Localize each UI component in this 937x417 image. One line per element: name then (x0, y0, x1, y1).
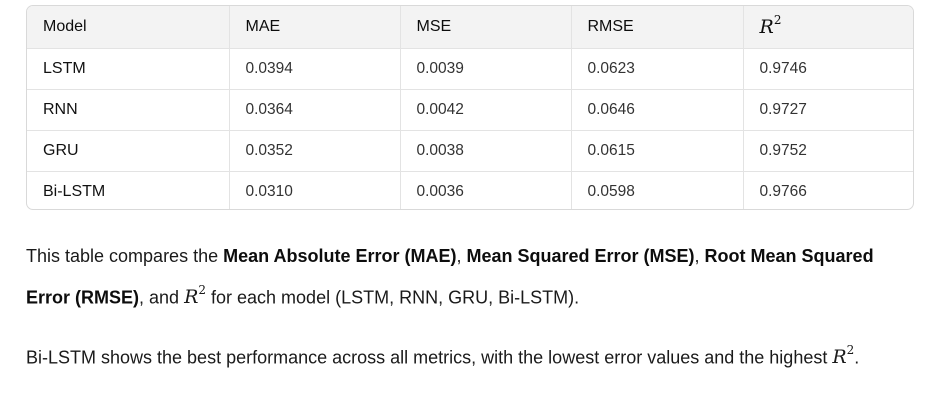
cell-rmse: 0.0623 (571, 48, 744, 90)
cell-mse: 0.0038 (400, 130, 572, 172)
cell-mae: 0.0364 (229, 89, 401, 131)
cell-mse: 0.0039 (400, 48, 572, 90)
header-rmse: RMSE (571, 6, 744, 49)
table-row: LSTM 0.0394 0.0039 0.0623 0.9746 (27, 48, 913, 90)
r2-symbol: R2 (759, 13, 782, 39)
summary-paragraph: This table compares the Mean Absolute Er… (26, 246, 874, 309)
metrics-table: Model MAE MSE RMSE R2 LSTM 0.0394 0.0039… (27, 6, 913, 209)
cell-r2: 0.9727 (743, 89, 913, 131)
term-mae: Mean Absolute Error (MAE) (223, 246, 457, 266)
r2-symbol: R2 (832, 343, 855, 369)
term-mse: Mean Squared Error (MSE) (466, 246, 695, 266)
cell-r2: 0.9766 (759, 182, 807, 200)
results-table: Model MAE MSE RMSE R2 LSTM 0.0394 0.0039… (26, 5, 914, 210)
cell-mae: 0.0352 (229, 130, 401, 172)
cell-mae: 0.0394 (229, 48, 401, 90)
table-header-row: Model MAE MSE RMSE R2 (27, 6, 913, 49)
header-mse: MSE (400, 6, 572, 49)
cell-rmse: 0.0615 (571, 130, 744, 172)
cell-model: Bi-LSTM (27, 171, 230, 209)
header-model: Model (27, 6, 230, 49)
cell-model: RNN (27, 89, 230, 131)
table-row: RNN 0.0364 0.0042 0.0646 0.9727 (27, 89, 913, 131)
cell-rmse: 0.0646 (571, 89, 744, 131)
cell-model: LSTM (27, 48, 230, 90)
cell-model: GRU (27, 130, 230, 172)
header-mae: MAE (229, 6, 401, 49)
table-row: Bi-LSTM 0.0310 0.0036 0.0598 0.9766 (27, 171, 913, 209)
conclusion-paragraph: Bi-LSTM shows the best performance acros… (26, 343, 860, 369)
cell-mse: 0.0036 (400, 171, 572, 209)
cell-mae: 0.0310 (229, 171, 401, 209)
term-rmse: Root Mean Squared Error (RMSE) (26, 246, 874, 308)
cell-mse: 0.0042 (400, 89, 572, 131)
cell-r2: 0.9752 (743, 130, 913, 172)
header-r2: R2 (743, 6, 913, 49)
cell-r2: 0.9746 (743, 48, 913, 90)
r2-symbol: R2 (184, 283, 207, 309)
cell-rmse: 0.0598 (571, 171, 744, 209)
table-row: GRU 0.0352 0.0038 0.0615 0.9752 (27, 130, 913, 172)
